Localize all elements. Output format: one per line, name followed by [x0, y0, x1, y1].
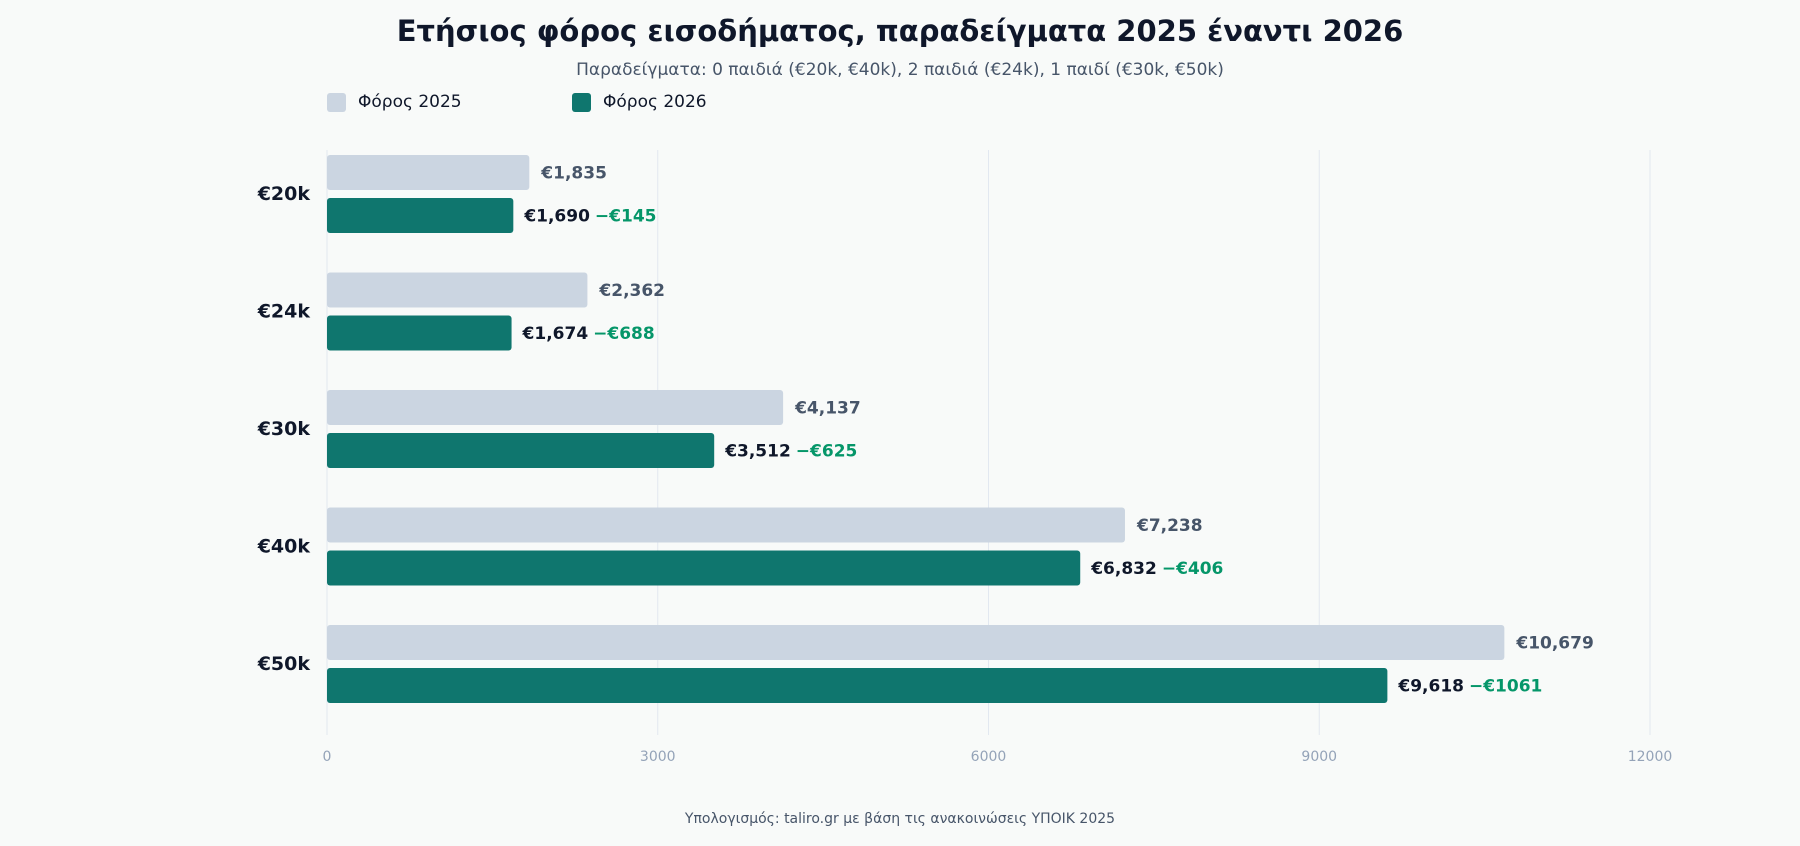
x-tick-label: 6000	[971, 749, 1007, 765]
bar-2026	[327, 668, 1388, 703]
diff-label-2026: −€1061	[1469, 677, 1542, 697]
legend-item-2025: Φόρος 2025	[327, 91, 462, 113]
value-label-2025: €7,238	[1136, 516, 1203, 536]
bar-2025	[327, 390, 784, 425]
bar-2026	[327, 315, 512, 351]
diff-label-2026: −€688	[593, 324, 655, 344]
category-label: €40k	[257, 536, 311, 558]
x-tick-label: 3000	[640, 749, 676, 765]
value-label-2025: €10,679	[1515, 634, 1593, 654]
x-tick-label: 9000	[1301, 749, 1337, 765]
diff-label-2026: −€406	[1162, 559, 1224, 579]
bar-2025	[327, 507, 1125, 543]
value-label-2026: €1,690	[523, 207, 590, 227]
diff-label-2026: −€145	[595, 207, 657, 227]
diff-label-2026: −€625	[796, 442, 858, 462]
value-label-2026: €3,512	[724, 442, 791, 462]
chart-title: Ετήσιος φόρος εισοδήματος, παραδείγματα …	[396, 14, 1404, 48]
x-tick-label: 0	[323, 749, 332, 765]
chart-subtitle: Παραδείγματα: 0 παιδιά (€20k, €40k), 2 π…	[576, 60, 1224, 80]
value-label-2026: €9,618	[1397, 677, 1464, 697]
value-label-2025: €2,362	[598, 281, 665, 301]
chart-footer: Υπολογισμός: taliro.gr με βάση τις ανακο…	[684, 811, 1116, 827]
legend-item-2026: Φόρος 2026	[572, 91, 707, 113]
category-label: €50k	[257, 653, 311, 675]
category-label: €20k	[257, 183, 311, 205]
value-label-2025: €1,835	[540, 164, 607, 184]
bar-2025	[327, 625, 1505, 660]
legend-label-2025: Φόρος 2025	[358, 92, 462, 112]
category-label: €24k	[257, 301, 311, 323]
value-label-2025: €4,137	[794, 399, 861, 419]
bar-2025	[327, 272, 588, 308]
category-label: €30k	[257, 418, 311, 440]
legend-swatch-2025	[327, 92, 346, 112]
bar-2026	[327, 550, 1081, 586]
legend-swatch-2026	[572, 92, 591, 112]
bar-2025	[327, 155, 530, 190]
value-label-2026: €6,832	[1090, 559, 1157, 579]
bar-2026	[327, 433, 715, 468]
legend-label-2026: Φόρος 2026	[603, 92, 707, 112]
x-tick-label: 12000	[1628, 749, 1673, 765]
bar-2026	[327, 198, 514, 233]
value-label-2026: €1,674	[522, 324, 589, 344]
